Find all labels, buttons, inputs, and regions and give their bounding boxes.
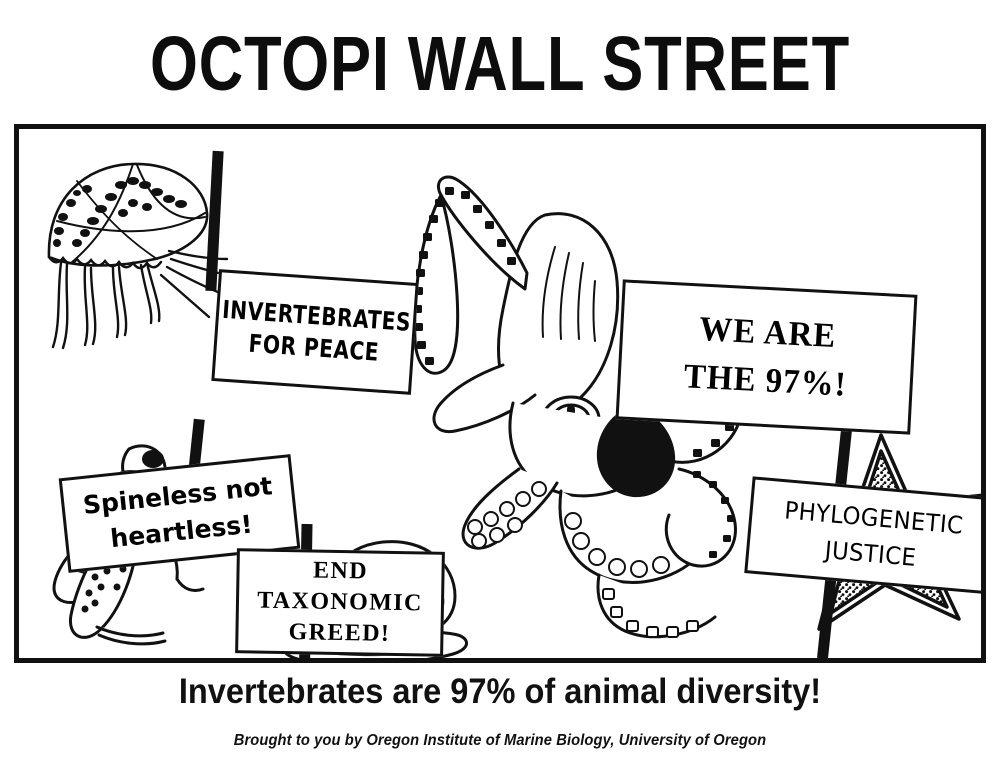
credit-line: Brought to you by Oregon Institute of Ma… (233, 732, 767, 749)
sign-phylogenetic-justice[interactable]: PHYLOGENETIC JUSTICE (744, 476, 981, 595)
tagline: Invertebrates are 97% of animal diversit… (178, 672, 822, 711)
illustration-frame: INVERTEBRATES FOR PEACE WE ARE THE 97%! … (14, 124, 986, 663)
jellyfish-illustration (37, 147, 229, 362)
page-title: OCTOPI WALL STREET (149, 21, 851, 107)
sign-we-are-the-97[interactable]: WE ARE THE 97%! (615, 279, 918, 435)
sign-greed-line2: TAXONOMIC (257, 587, 423, 617)
sign-end-taxonomic-greed[interactable]: END TAXONOMIC GREED! (235, 548, 445, 657)
sign-97-line2: THE 97%! (682, 357, 848, 405)
sign-greed-line3: GREED! (288, 619, 391, 647)
sign-phylo-line2: JUSTICE (824, 535, 918, 572)
sign-invertebrates-for-peace[interactable]: INVERTEBRATES FOR PEACE (211, 269, 419, 395)
sign-peace-line2: FOR PEACE (247, 329, 380, 367)
sign-greed-line1: END (312, 557, 369, 585)
